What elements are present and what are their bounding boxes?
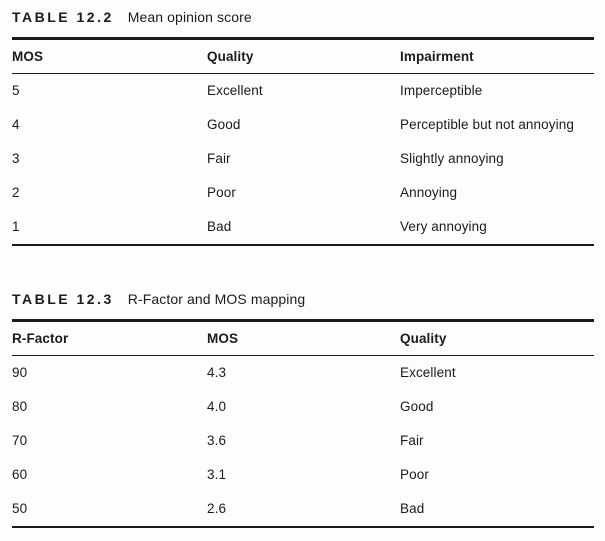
table-label: TABLE 12.2 (12, 9, 114, 25)
table-row: 5 Excellent Imperceptible (12, 74, 594, 108)
header-cell: Impairment (400, 48, 474, 64)
table-cell: Perceptible but not annoying (400, 117, 574, 132)
table-cell: 60 (12, 467, 28, 482)
table-cell: 50 (12, 501, 28, 516)
table-cell: 4.3 (207, 365, 227, 380)
table-mean-opinion-score: TABLE 12.2 Mean opinion score MOS Quality… (12, 9, 594, 246)
table-cell: Good (207, 117, 241, 132)
table-cell: 2 (12, 185, 20, 200)
table-header-rule (12, 72, 594, 74)
table-row: 1 Bad Very annoying (12, 210, 594, 244)
table-cell: Annoying (400, 185, 458, 200)
header-cell: MOS (207, 330, 239, 346)
table-cell: Good (400, 399, 434, 414)
table-row: 90 4.3 Excellent (12, 356, 594, 390)
table-cell: 1 (12, 219, 20, 234)
table-cell: 4.0 (207, 399, 227, 414)
table-body: 5 Excellent Imperceptible 4 Good Perceptible … (12, 74, 594, 244)
table-row: 70 3.6 Fair (12, 424, 594, 458)
table-title: TABLE 12.3 R-Factor and MOS mapping (12, 291, 594, 307)
table-row: 4 Good Perceptible but not annoying (12, 108, 594, 142)
table-cell: Fair (400, 433, 424, 448)
table-cell: 4 (12, 117, 20, 132)
table-cell: Poor (400, 467, 429, 482)
table-row: 3 Fair Slightly annoying (12, 142, 594, 176)
table-rfactor-mos-mapping: TABLE 12.3 R-Factor and MOS mapping R-Fa… (12, 291, 594, 528)
table-row: 50 2.6 Bad (12, 492, 594, 526)
table-top-rule (12, 37, 594, 40)
table-row: 80 4.0 Good (12, 390, 594, 424)
table-bottom-rule (12, 525, 594, 528)
table-cell: Slightly annoying (400, 151, 504, 166)
table-cell: 3.6 (207, 433, 227, 448)
table-row: 2 Poor Annoying (12, 176, 594, 210)
header-cell: Quality (400, 330, 447, 346)
table-cell: 90 (12, 365, 28, 380)
table-body: 90 4.3 Excellent 80 4.0 Good 70 3.6 Fair 60 3.1 Poo… (12, 356, 594, 526)
table-title: TABLE 12.2 Mean opinion score (12, 9, 594, 25)
table-header-row: MOS Quality Impairment (12, 40, 594, 73)
table-header-rule (12, 354, 594, 356)
table-cell: Poor (207, 185, 236, 200)
table-header-row: R-Factor MOS Quality (12, 322, 594, 355)
table-row: 60 3.1 Poor (12, 458, 594, 492)
table-cell: Imperceptible (400, 83, 483, 98)
header-cell: Quality (207, 48, 254, 64)
table-cell: 80 (12, 399, 28, 414)
table-cell: 2.6 (207, 501, 227, 516)
table-cell: 3 (12, 151, 20, 166)
header-cell: R-Factor (12, 330, 69, 346)
table-cell: Excellent (207, 83, 263, 98)
table-cell: 5 (12, 83, 20, 98)
table-cell: Excellent (400, 365, 456, 380)
header-cell: MOS (12, 48, 44, 64)
table-cell: 70 (12, 433, 28, 448)
table-caption: Mean opinion score (127, 9, 252, 25)
table-cell: Bad (400, 501, 425, 516)
table-label: TABLE 12.3 (12, 291, 114, 307)
table-cell: 3.1 (207, 467, 227, 482)
table-cell: Bad (207, 219, 232, 234)
table-cell: Very annoying (400, 219, 487, 234)
table-bottom-rule (12, 243, 594, 246)
table-cell: Fair (207, 151, 231, 166)
table-caption: R-Factor and MOS mapping (127, 291, 306, 307)
table-top-rule (12, 319, 594, 322)
